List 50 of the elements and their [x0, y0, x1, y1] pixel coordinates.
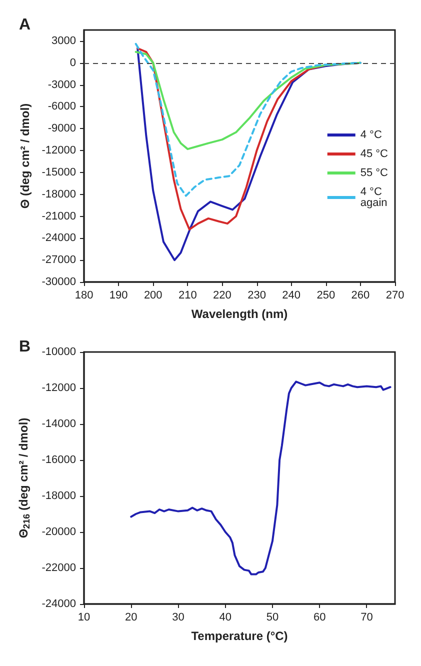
x-tick-label: 210 — [178, 290, 197, 302]
x-tick-label: 270 — [386, 290, 404, 302]
legend-label: 4 °C — [360, 129, 382, 141]
y-tick-label: 0 — [70, 56, 76, 69]
x-tick-label: 40 — [219, 612, 232, 624]
y-tick-label: -12000 — [42, 382, 76, 394]
x-tick-label: 220 — [213, 290, 232, 302]
x-tick-label: 190 — [109, 290, 128, 302]
x-axis-title: Temperature (°C) — [191, 629, 288, 643]
x-tick-label: 20 — [124, 612, 138, 624]
x-tick-label: 250 — [316, 290, 336, 302]
line-series — [134, 50, 362, 150]
x-tick-label: 260 — [351, 290, 370, 302]
x-tick-label: 50 — [266, 612, 279, 624]
y-tick-label: -12000 — [42, 144, 76, 157]
chart-title: B — [19, 338, 31, 356]
y-tick-label: -10000 — [42, 346, 76, 358]
y-tick-label: -30000 — [42, 276, 76, 288]
legend-label: 45 °C — [360, 148, 388, 160]
y-tick-label: -20000 — [42, 526, 76, 538]
y-axis-title: Θ216 (deg cm² / dmol) — [16, 418, 32, 538]
y-tick-label: -21000 — [42, 210, 76, 222]
y-tick-label: -24000 — [42, 232, 76, 244]
line-series — [134, 42, 362, 197]
y-tick-label: -16000 — [42, 454, 76, 466]
y-tick-label: -18000 — [42, 188, 76, 200]
y-tick-label: -18000 — [42, 490, 76, 502]
y-tick-label: -15000 — [42, 166, 76, 178]
legend-label: 55 °C — [360, 167, 388, 179]
x-tick-label: 240 — [282, 290, 301, 302]
y-tick-label: -27000 — [42, 254, 76, 266]
x-tick-label: 10 — [78, 612, 90, 624]
y-tick-label: -3000 — [48, 78, 76, 91]
y-tick-label: 3000 — [52, 34, 76, 47]
y-tick-label: -14000 — [42, 418, 76, 430]
x-tick-label: 200 — [144, 290, 162, 302]
y-tick-label: -6000 — [48, 100, 76, 113]
legend-label: 4 °C again — [360, 186, 388, 209]
y-tick-label: -24000 — [42, 598, 76, 610]
x-tick-label: 230 — [248, 290, 266, 302]
chart-title: A — [19, 16, 31, 34]
x-axis-title: Wavelength (nm) — [191, 307, 288, 321]
y-tick-label: -9000 — [48, 122, 76, 135]
x-tick-label: 30 — [172, 612, 184, 624]
x-tick-label: 180 — [74, 290, 94, 302]
x-tick-label: 60 — [313, 612, 326, 624]
line-series — [130, 380, 392, 576]
y-axis-title: Θ (deg cm² / dmol) — [18, 103, 32, 209]
y-tick-label: -22000 — [42, 562, 76, 574]
x-tick-label: 70 — [360, 612, 373, 624]
